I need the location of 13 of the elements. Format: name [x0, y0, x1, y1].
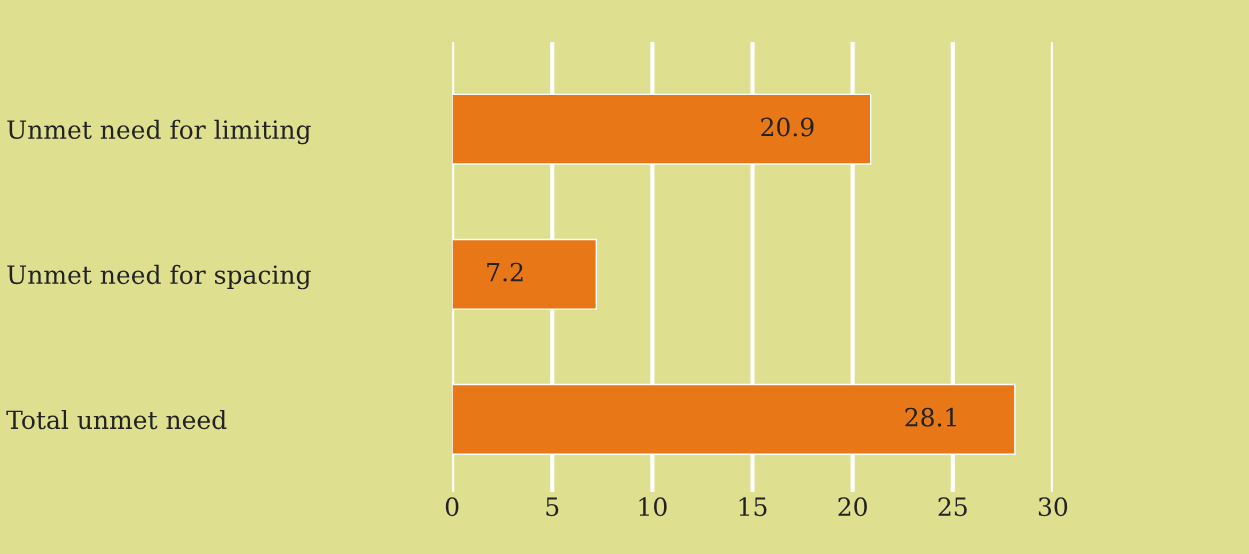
x-tick-label: 5 [546, 497, 559, 517]
data-label: 28.1 [905, 407, 956, 427]
x-tick-label: 30 [1038, 497, 1068, 517]
x-tick-label: 0 [445, 497, 459, 517]
y-tick-label: Total unmet need [6, 409, 227, 430]
data-label: 20.9 [761, 117, 814, 137]
x-tick-label: 25 [938, 497, 967, 517]
y-tick-label: Unmet need for spacing [7, 264, 311, 290]
data-label: 7.2 [487, 262, 523, 282]
x-tick-label: 15 [739, 497, 767, 517]
y-tick-label: Unmet need for limiting [7, 119, 311, 145]
x-tick-label: 20 [838, 497, 867, 517]
x-tick-label: 10 [639, 497, 667, 517]
